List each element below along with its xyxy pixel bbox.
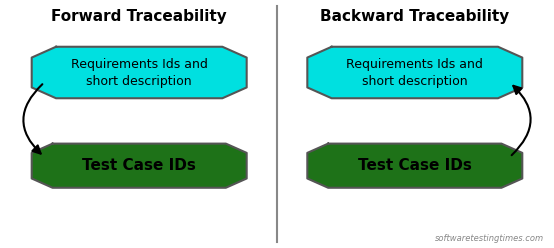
- Polygon shape: [32, 47, 247, 98]
- Polygon shape: [32, 144, 247, 188]
- Text: softwaretestingtimes.com: softwaretestingtimes.com: [435, 234, 545, 243]
- Text: Backward Traceability: Backward Traceability: [320, 9, 510, 24]
- Text: Test Case IDs: Test Case IDs: [82, 158, 196, 173]
- Text: Requirements Ids and
short description: Requirements Ids and short description: [346, 58, 483, 88]
- Polygon shape: [307, 144, 522, 188]
- Text: Forward Traceability: Forward Traceability: [52, 9, 227, 24]
- Text: Requirements Ids and
short description: Requirements Ids and short description: [71, 58, 208, 88]
- Polygon shape: [307, 47, 522, 98]
- Text: Test Case IDs: Test Case IDs: [358, 158, 472, 173]
